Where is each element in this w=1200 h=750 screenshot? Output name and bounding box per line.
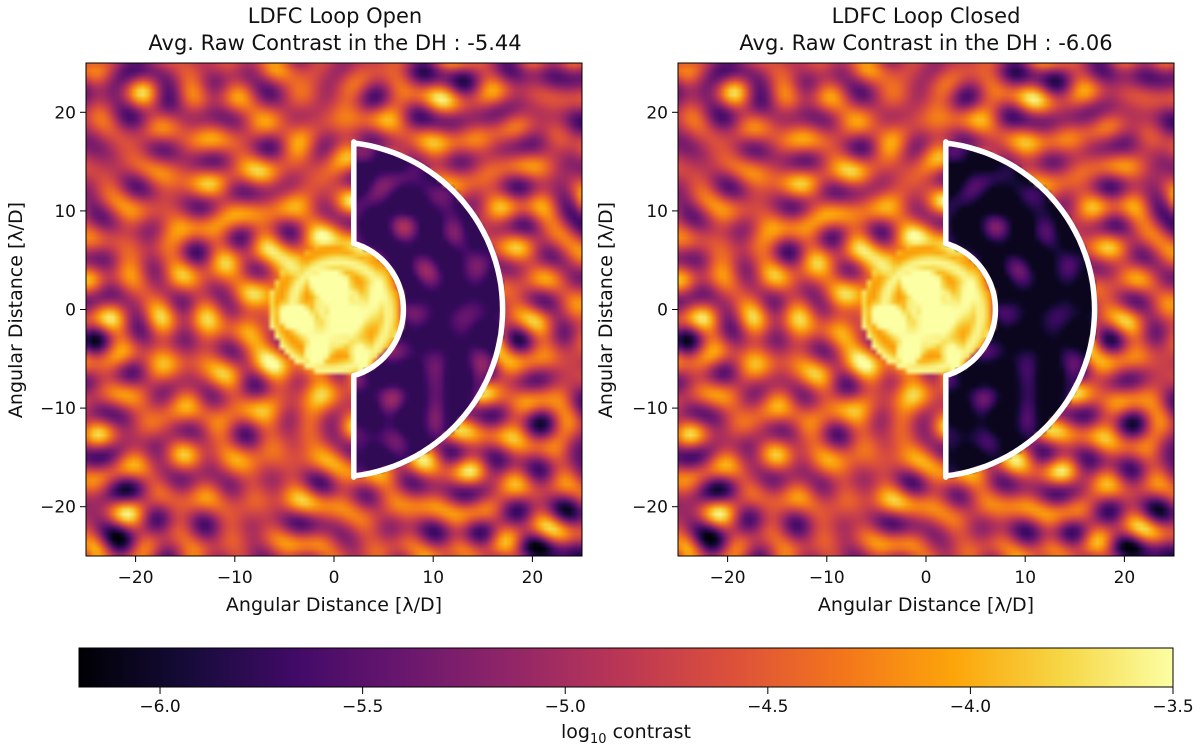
colorbar: −6.0 −5.5 −5.0 −4.5 −4.0 −3.5 log10 contrast <box>78 647 1194 747</box>
y-axis-label: Angular Distance [λ/D] <box>5 202 27 418</box>
colorbar-tick-label: −6.0 <box>139 697 180 717</box>
contrast-map-image <box>86 63 582 556</box>
x-tick-label: −10 <box>809 568 845 588</box>
x-tick-label: −20 <box>118 568 154 588</box>
axis-ticks: −20 −10 0 10 20 −20 −10 0 10 20 <box>40 103 543 588</box>
dark-hole-outline <box>351 139 506 480</box>
y-tick-label: −20 <box>40 498 76 518</box>
colorbar-tick-label: −4.0 <box>950 697 991 717</box>
y-tick-label: 0 <box>65 301 76 321</box>
panel-loop-closed: LDFC Loop Closed Avg. Raw Contrast in th… <box>595 4 1175 616</box>
axis-ticks: −20 −10 0 10 20 −20 −10 0 10 20 <box>632 103 1135 588</box>
y-axis-label: Angular Distance [λ/D] <box>595 202 617 418</box>
x-tick-label: 10 <box>1014 568 1036 588</box>
panel-title-line1: LDFC Loop Closed <box>832 4 1021 28</box>
colorbar-label: log10 contrast <box>561 721 691 747</box>
y-tick-label: −20 <box>632 498 668 518</box>
y-tick-label: 10 <box>646 202 668 222</box>
colorbar-gradient <box>78 647 1174 688</box>
panel-title-line2: Avg. Raw Contrast in the DH : -6.06 <box>739 31 1112 55</box>
x-tick-label: 0 <box>921 568 932 588</box>
x-tick-label: 10 <box>422 568 444 588</box>
colorbar-tick-label: −5.0 <box>545 697 586 717</box>
y-tick-label: −10 <box>40 399 76 419</box>
panel-title-line1: LDFC Loop Open <box>248 4 422 28</box>
contrast-map-image <box>678 63 1174 556</box>
dark-hole-outline <box>943 139 1098 480</box>
panel-loop-open: LDFC Loop Open Avg. Raw Contrast in the … <box>5 4 583 616</box>
x-tick-label: −10 <box>217 568 253 588</box>
colorbar-tick-label: −3.5 <box>1152 697 1193 717</box>
x-axis-label: Angular Distance [λ/D] <box>226 594 442 616</box>
x-tick-label: −20 <box>710 568 746 588</box>
x-axis-label: Angular Distance [λ/D] <box>818 594 1034 616</box>
y-tick-label: 20 <box>54 103 76 123</box>
panel-title-line2: Avg. Raw Contrast in the DH : -5.44 <box>148 31 521 55</box>
x-tick-label: 0 <box>329 568 340 588</box>
y-tick-label: −10 <box>632 399 668 419</box>
y-tick-label: 0 <box>657 301 668 321</box>
x-tick-label: 20 <box>522 568 544 588</box>
colorbar-ticks: −6.0 −5.5 −5.0 −4.5 −4.0 −3.5 <box>139 687 1194 717</box>
y-tick-label: 20 <box>646 103 668 123</box>
y-tick-label: 10 <box>54 202 76 222</box>
colorbar-tick-label: −5.5 <box>342 697 383 717</box>
x-tick-label: 20 <box>1114 568 1136 588</box>
colorbar-tick-label: −4.5 <box>747 697 788 717</box>
